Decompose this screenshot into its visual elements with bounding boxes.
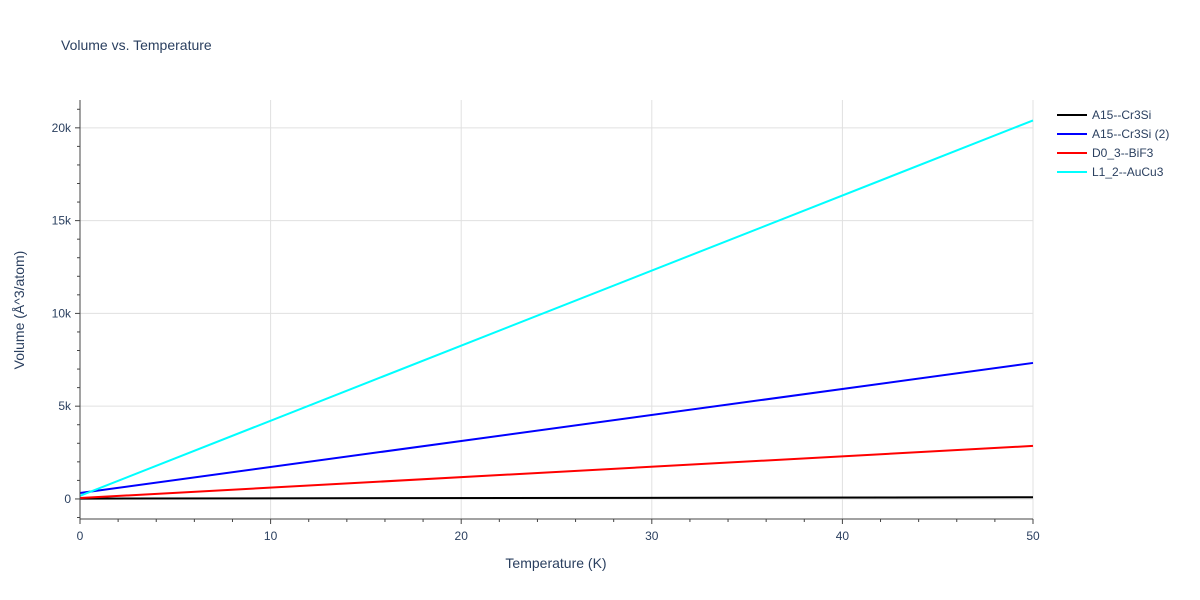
legend: A15--Cr3Si A15--Cr3Si (2) D0_3--BiF3 L1_2--… — [1057, 108, 1169, 179]
x-tick-label: 10 — [264, 529, 278, 543]
series-line-1 — [79, 361, 1034, 495]
y-axis-label: Volume (Å^3/atom) — [11, 251, 27, 370]
legend-label: D0_3--BiF3 — [1092, 146, 1154, 160]
series-line-2 — [79, 444, 1034, 500]
chart-title: Volume vs. Temperature — [61, 37, 212, 53]
x-tick-label: 0 — [77, 529, 84, 543]
x-tick-label: 30 — [645, 529, 659, 543]
grid — [80, 100, 1034, 519]
legend-label: A15--Cr3Si (2) — [1092, 127, 1169, 141]
y-tick-label: 10k — [52, 306, 72, 320]
y-tick-label: 15k — [52, 214, 72, 228]
x-tick-label: 40 — [836, 529, 850, 543]
series-lines — [79, 119, 1034, 500]
y-tick-label: 5k — [58, 399, 72, 413]
series-line-0 — [79, 496, 1034, 500]
x-axis-label: Temperature (K) — [505, 555, 606, 571]
axes: 0 10 20 30 40 50 0 5k 10k 15k 20k — [52, 100, 1040, 543]
y-tick-label: 0 — [64, 492, 71, 506]
legend-label: A15--Cr3Si — [1092, 108, 1151, 122]
series-line-3 — [79, 119, 1034, 497]
legend-label: L1_2--AuCu3 — [1092, 165, 1164, 179]
x-tick-label: 20 — [455, 529, 469, 543]
y-tick-label: 20k — [52, 121, 72, 135]
x-tick-label: 50 — [1026, 529, 1040, 543]
